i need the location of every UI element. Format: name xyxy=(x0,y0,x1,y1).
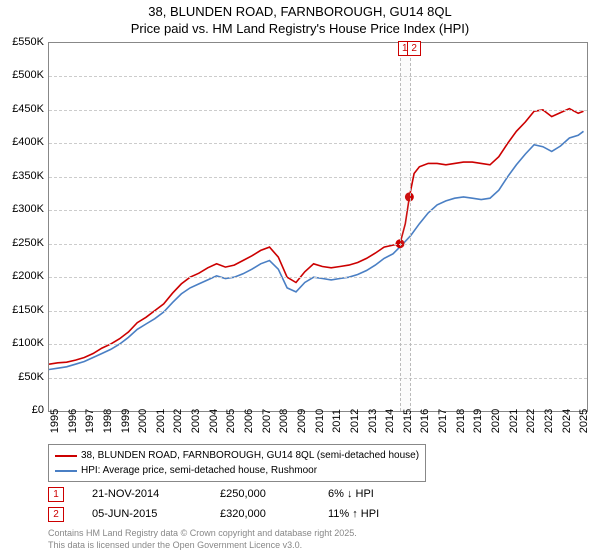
x-tick-label: 2014 xyxy=(384,409,396,433)
gridline xyxy=(49,311,587,312)
y-tick-label: £0 xyxy=(0,404,48,416)
gridline xyxy=(49,177,587,178)
sale-delta: 6% ↓ HPI xyxy=(328,488,408,500)
y-tick-label: £300K xyxy=(0,203,48,215)
x-tick-label: 2021 xyxy=(508,409,520,433)
x-tick-label: 2004 xyxy=(208,409,220,433)
x-tick-label: 2012 xyxy=(349,409,361,433)
title-line2: Price paid vs. HM Land Registry's House … xyxy=(131,21,469,36)
gridline xyxy=(49,344,587,345)
x-tick-label: 2011 xyxy=(331,409,343,433)
gridline xyxy=(49,110,587,111)
legend-row: HPI: Average price, semi-detached house,… xyxy=(55,463,419,478)
footer-line1: Contains HM Land Registry data © Crown c… xyxy=(48,528,357,538)
plot-area: 1995199619971998199920002001200220032004… xyxy=(48,42,588,412)
sale-date: 05-JUN-2015 xyxy=(92,508,192,520)
y-tick-label: £350K xyxy=(0,170,48,182)
sales-row: 2 05-JUN-2015 £320,000 11% ↑ HPI xyxy=(48,504,408,524)
y-tick-label: £400K xyxy=(0,136,48,148)
sale-marker-band xyxy=(400,43,411,411)
x-tick-label: 2006 xyxy=(243,409,255,433)
x-tick-label: 2023 xyxy=(543,409,555,433)
sale-delta: 11% ↑ HPI xyxy=(328,508,408,520)
gridline xyxy=(49,378,587,379)
x-tick-label: 2016 xyxy=(419,409,431,433)
legend-swatch xyxy=(55,470,77,472)
y-tick-label: £250K xyxy=(0,237,48,249)
x-tick-label: 1997 xyxy=(84,409,96,433)
x-tick-label: 2025 xyxy=(578,409,590,433)
x-tick-label: 1995 xyxy=(49,409,61,433)
x-tick-label: 2020 xyxy=(490,409,502,433)
x-tick-label: 1998 xyxy=(102,409,114,433)
legend-label: HPI: Average price, semi-detached house,… xyxy=(81,463,317,478)
legend-row: 38, BLUNDEN ROAD, FARNBOROUGH, GU14 8QL … xyxy=(55,448,419,463)
y-tick-label: £200K xyxy=(0,270,48,282)
gridline xyxy=(49,244,587,245)
x-tick-label: 1999 xyxy=(120,409,132,433)
sales-row: 1 21-NOV-2014 £250,000 6% ↓ HPI xyxy=(48,484,408,504)
x-tick-label: 2005 xyxy=(225,409,237,433)
sale-date: 21-NOV-2014 xyxy=(92,488,192,500)
sales-table: 1 21-NOV-2014 £250,000 6% ↓ HPI 2 05-JUN-2015… xyxy=(48,484,408,524)
x-tick-label: 1996 xyxy=(67,409,79,433)
x-tick-label: 2022 xyxy=(525,409,537,433)
y-tick-label: £50K xyxy=(0,371,48,383)
y-tick-label: £500K xyxy=(0,69,48,81)
legend-swatch xyxy=(55,455,77,457)
footer-line2: This data is licensed under the Open Gov… xyxy=(48,540,302,550)
sale-index: 1 xyxy=(48,487,64,502)
x-tick-label: 2009 xyxy=(296,409,308,433)
sale-marker-label: 2 xyxy=(407,41,421,56)
footer-attribution: Contains HM Land Registry data © Crown c… xyxy=(48,528,357,551)
y-tick-label: £150K xyxy=(0,304,48,316)
gridline xyxy=(49,210,587,211)
y-tick-label: £550K xyxy=(0,36,48,48)
gridline xyxy=(49,277,587,278)
x-tick-label: 2024 xyxy=(561,409,573,433)
x-tick-label: 2002 xyxy=(172,409,184,433)
y-tick-label: £100K xyxy=(0,337,48,349)
chart-container: 38, BLUNDEN ROAD, FARNBOROUGH, GU14 8QL … xyxy=(0,0,600,560)
sale-price: £320,000 xyxy=(220,508,300,520)
x-tick-label: 2008 xyxy=(278,409,290,433)
sale-index: 2 xyxy=(48,507,64,522)
sale-price: £250,000 xyxy=(220,488,300,500)
series-price_paid xyxy=(49,109,584,365)
legend: 38, BLUNDEN ROAD, FARNBOROUGH, GU14 8QL … xyxy=(48,444,426,482)
x-tick-label: 2007 xyxy=(261,409,273,433)
x-tick-label: 2015 xyxy=(402,409,414,433)
gridline xyxy=(49,76,587,77)
x-tick-label: 2019 xyxy=(472,409,484,433)
gridline xyxy=(49,143,587,144)
x-tick-label: 2013 xyxy=(367,409,379,433)
x-tick-label: 2010 xyxy=(314,409,326,433)
x-tick-label: 2018 xyxy=(455,409,467,433)
x-tick-label: 2017 xyxy=(437,409,449,433)
x-tick-label: 2003 xyxy=(190,409,202,433)
title-line1: 38, BLUNDEN ROAD, FARNBOROUGH, GU14 8QL xyxy=(148,4,451,19)
chart-title: 38, BLUNDEN ROAD, FARNBOROUGH, GU14 8QL … xyxy=(0,0,600,38)
series-hpi xyxy=(49,131,584,369)
plot-svg xyxy=(49,43,587,411)
legend-label: 38, BLUNDEN ROAD, FARNBOROUGH, GU14 8QL … xyxy=(81,448,419,463)
x-tick-label: 2000 xyxy=(137,409,149,433)
y-tick-label: £450K xyxy=(0,103,48,115)
x-tick-label: 2001 xyxy=(155,409,167,433)
